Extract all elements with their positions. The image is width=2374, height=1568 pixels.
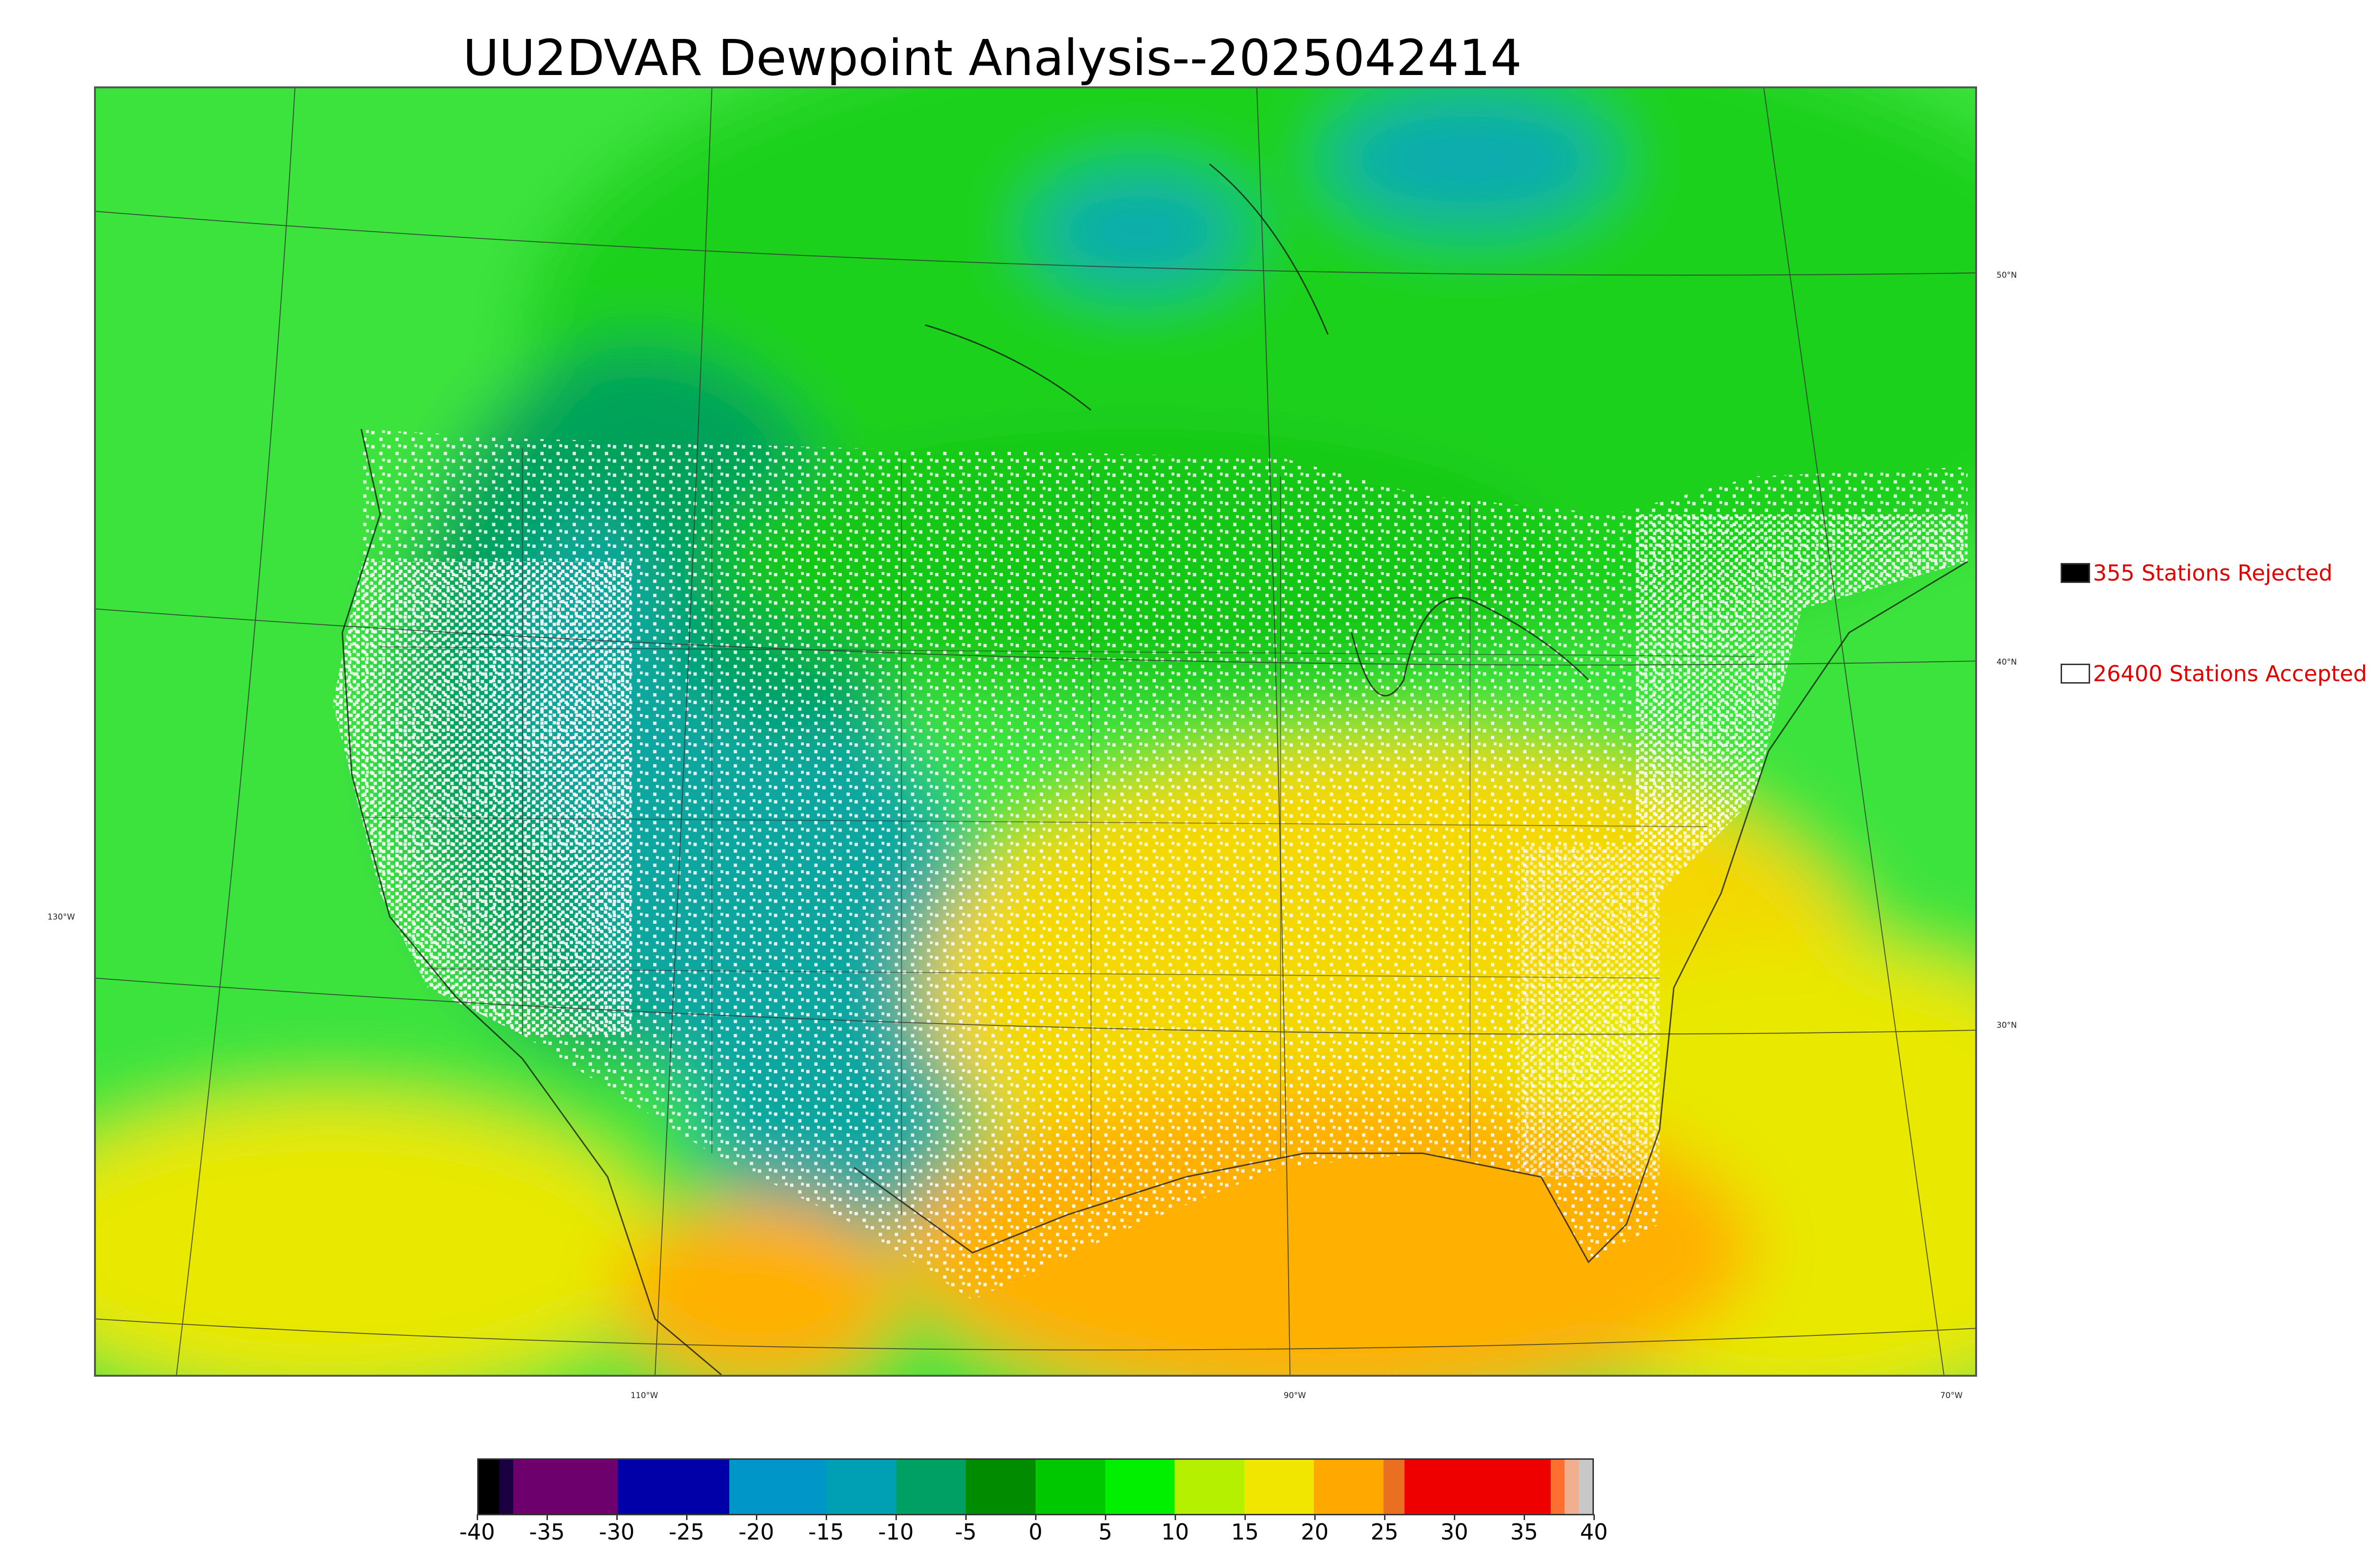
colorbar-tick-label: -5 [955,1519,977,1545]
colorbar-tick-label: 5 [1098,1519,1112,1545]
legend-rejected: 355 Stations Rejected [2061,560,2333,586]
dewpoint-map[interactable] [94,86,1977,1377]
lon-label-70w: 70°W [1940,1391,1963,1400]
colorbar-tick-label: 25 [1370,1519,1399,1545]
colorbar-segment [499,1460,514,1514]
colorbar-tickmark [1314,1514,1316,1520]
colorbar-segment [1105,1460,1175,1514]
graticule-lines [96,88,1975,1375]
colorbar-tickmark [1593,1514,1595,1520]
colorbar-tick-label: 0 [1028,1519,1043,1545]
rejected-swatch [2061,563,2090,583]
colorbar-segment [1175,1460,1244,1514]
colorbar-tickmark [1244,1514,1246,1520]
lon-label-110w: 110°W [631,1391,658,1400]
colorbar-segment [966,1460,1036,1514]
colorbar-tickmark [1454,1514,1455,1520]
accepted-label: 26400 Stations Accepted [2093,661,2367,686]
colorbar-tick-label: -10 [878,1519,914,1545]
colorbar-tick-label: 15 [1231,1519,1259,1545]
colorbar-segment [513,1460,618,1514]
colorbar-tickmark [965,1514,967,1520]
colorbar-tick-label: 40 [1580,1519,1608,1545]
colorbar-segment [1314,1460,1384,1514]
colorbar-tickmark [1524,1514,1525,1520]
colorbar-tickmark [1105,1514,1106,1520]
colorbar-tick-label: -20 [738,1519,774,1545]
colorbar-segment [1404,1460,1551,1514]
colorbar-tickmark [546,1514,548,1520]
colorbar-tick-label: 10 [1161,1519,1189,1545]
colorbar-tickmark [895,1514,897,1520]
lon-label-130w: 130°W [47,912,75,922]
lat-label-40n: 40°N [1997,657,2017,667]
colorbar-tickmark [1384,1514,1385,1520]
colorbar-tick-label: -25 [669,1519,705,1545]
lon-label-90w: 90°W [1283,1391,1306,1400]
colorbar-segment [479,1460,499,1514]
colorbar-segment [1384,1460,1405,1514]
rejected-label: 355 Stations Rejected [2093,560,2333,586]
colorbar-tickmark [1035,1514,1036,1520]
dewpoint-colorbar [477,1458,1594,1515]
colorbar-tickmark [686,1514,688,1520]
coastlines [341,163,1968,1375]
colorbar-tick-label: -15 [808,1519,844,1545]
colorbar-segment [1564,1460,1579,1514]
colorbar-segment [1550,1460,1565,1514]
map-title: UU2DVAR Dewpoint Analysis--2025042414 [462,29,1522,87]
colorbar-tick-label: -40 [459,1519,495,1545]
colorbar-segment [1578,1460,1592,1514]
colorbar-tickmark [826,1514,827,1520]
accepted-swatch [2061,664,2090,684]
colorbar-segment [896,1460,966,1514]
colorbar-tickmark [756,1514,757,1520]
legend-accepted: 26400 Stations Accepted [2061,661,2367,686]
colorbar-tick-label: -35 [529,1519,565,1545]
state-borders [361,448,1754,1215]
dewpoint-field-svg [96,88,1975,1375]
colorbar-tickmark [616,1514,618,1520]
colorbar-segment [1035,1460,1105,1514]
colorbar-tick-label: 30 [1440,1519,1469,1545]
colorbar-tick-label: 35 [1510,1519,1538,1545]
colorbar-segment [618,1460,729,1514]
colorbar-tickmark [477,1514,478,1520]
colorbar-segment [827,1460,896,1514]
colorbar-segment [729,1460,827,1514]
colorbar-tick-label: -30 [599,1519,635,1545]
colorbar-tick-label: 20 [1300,1519,1329,1545]
lat-label-50n: 50°N [1997,271,2017,280]
colorbar-tickmark [1175,1514,1176,1520]
lat-label-30n: 30°N [1997,1021,2017,1030]
colorbar-segment [1244,1460,1314,1514]
